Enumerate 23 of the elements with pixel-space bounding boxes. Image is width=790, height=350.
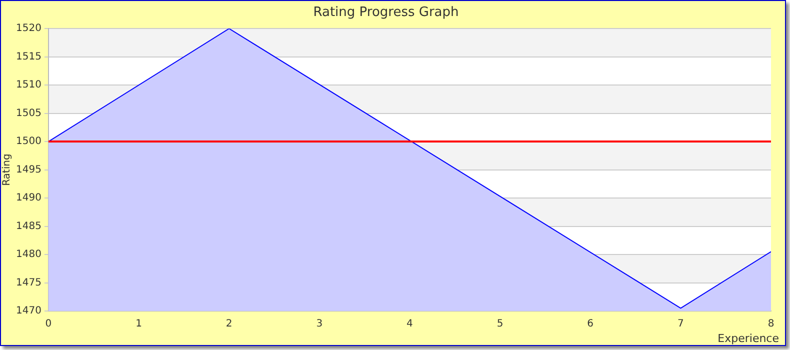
x-tick-label: 7 [677, 318, 684, 330]
y-tick-label: 1500 [16, 136, 42, 148]
y-tick-label: 1515 [16, 51, 42, 62]
y-tick-label: 1510 [16, 80, 42, 91]
x-tick-label: 8 [768, 318, 774, 330]
y-tick-label: 1505 [16, 108, 42, 119]
y-tick-label: 1470 [16, 306, 42, 317]
chart-title: Rating Progress Graph [313, 5, 459, 20]
x-tick-label: 5 [496, 318, 504, 330]
y-tick-label: 1480 [16, 249, 42, 260]
y-tick-label: 1475 [16, 277, 42, 288]
y-axis-title: Rating [2, 154, 13, 186]
x-tick-label: 0 [45, 318, 52, 330]
x-tick-label: 1 [136, 318, 142, 330]
y-tick-label: 1520 [16, 23, 42, 34]
x-tick-label: 2 [226, 318, 232, 330]
y-tick-label: 1490 [16, 192, 42, 204]
x-axis-title: Experience [718, 332, 780, 345]
x-tick-label: 6 [587, 318, 594, 330]
y-tick-label: 1495 [16, 164, 42, 176]
x-tick-label: 3 [316, 318, 323, 330]
y-tick-label: 1485 [16, 220, 42, 232]
x-tick-label: 4 [406, 318, 413, 330]
